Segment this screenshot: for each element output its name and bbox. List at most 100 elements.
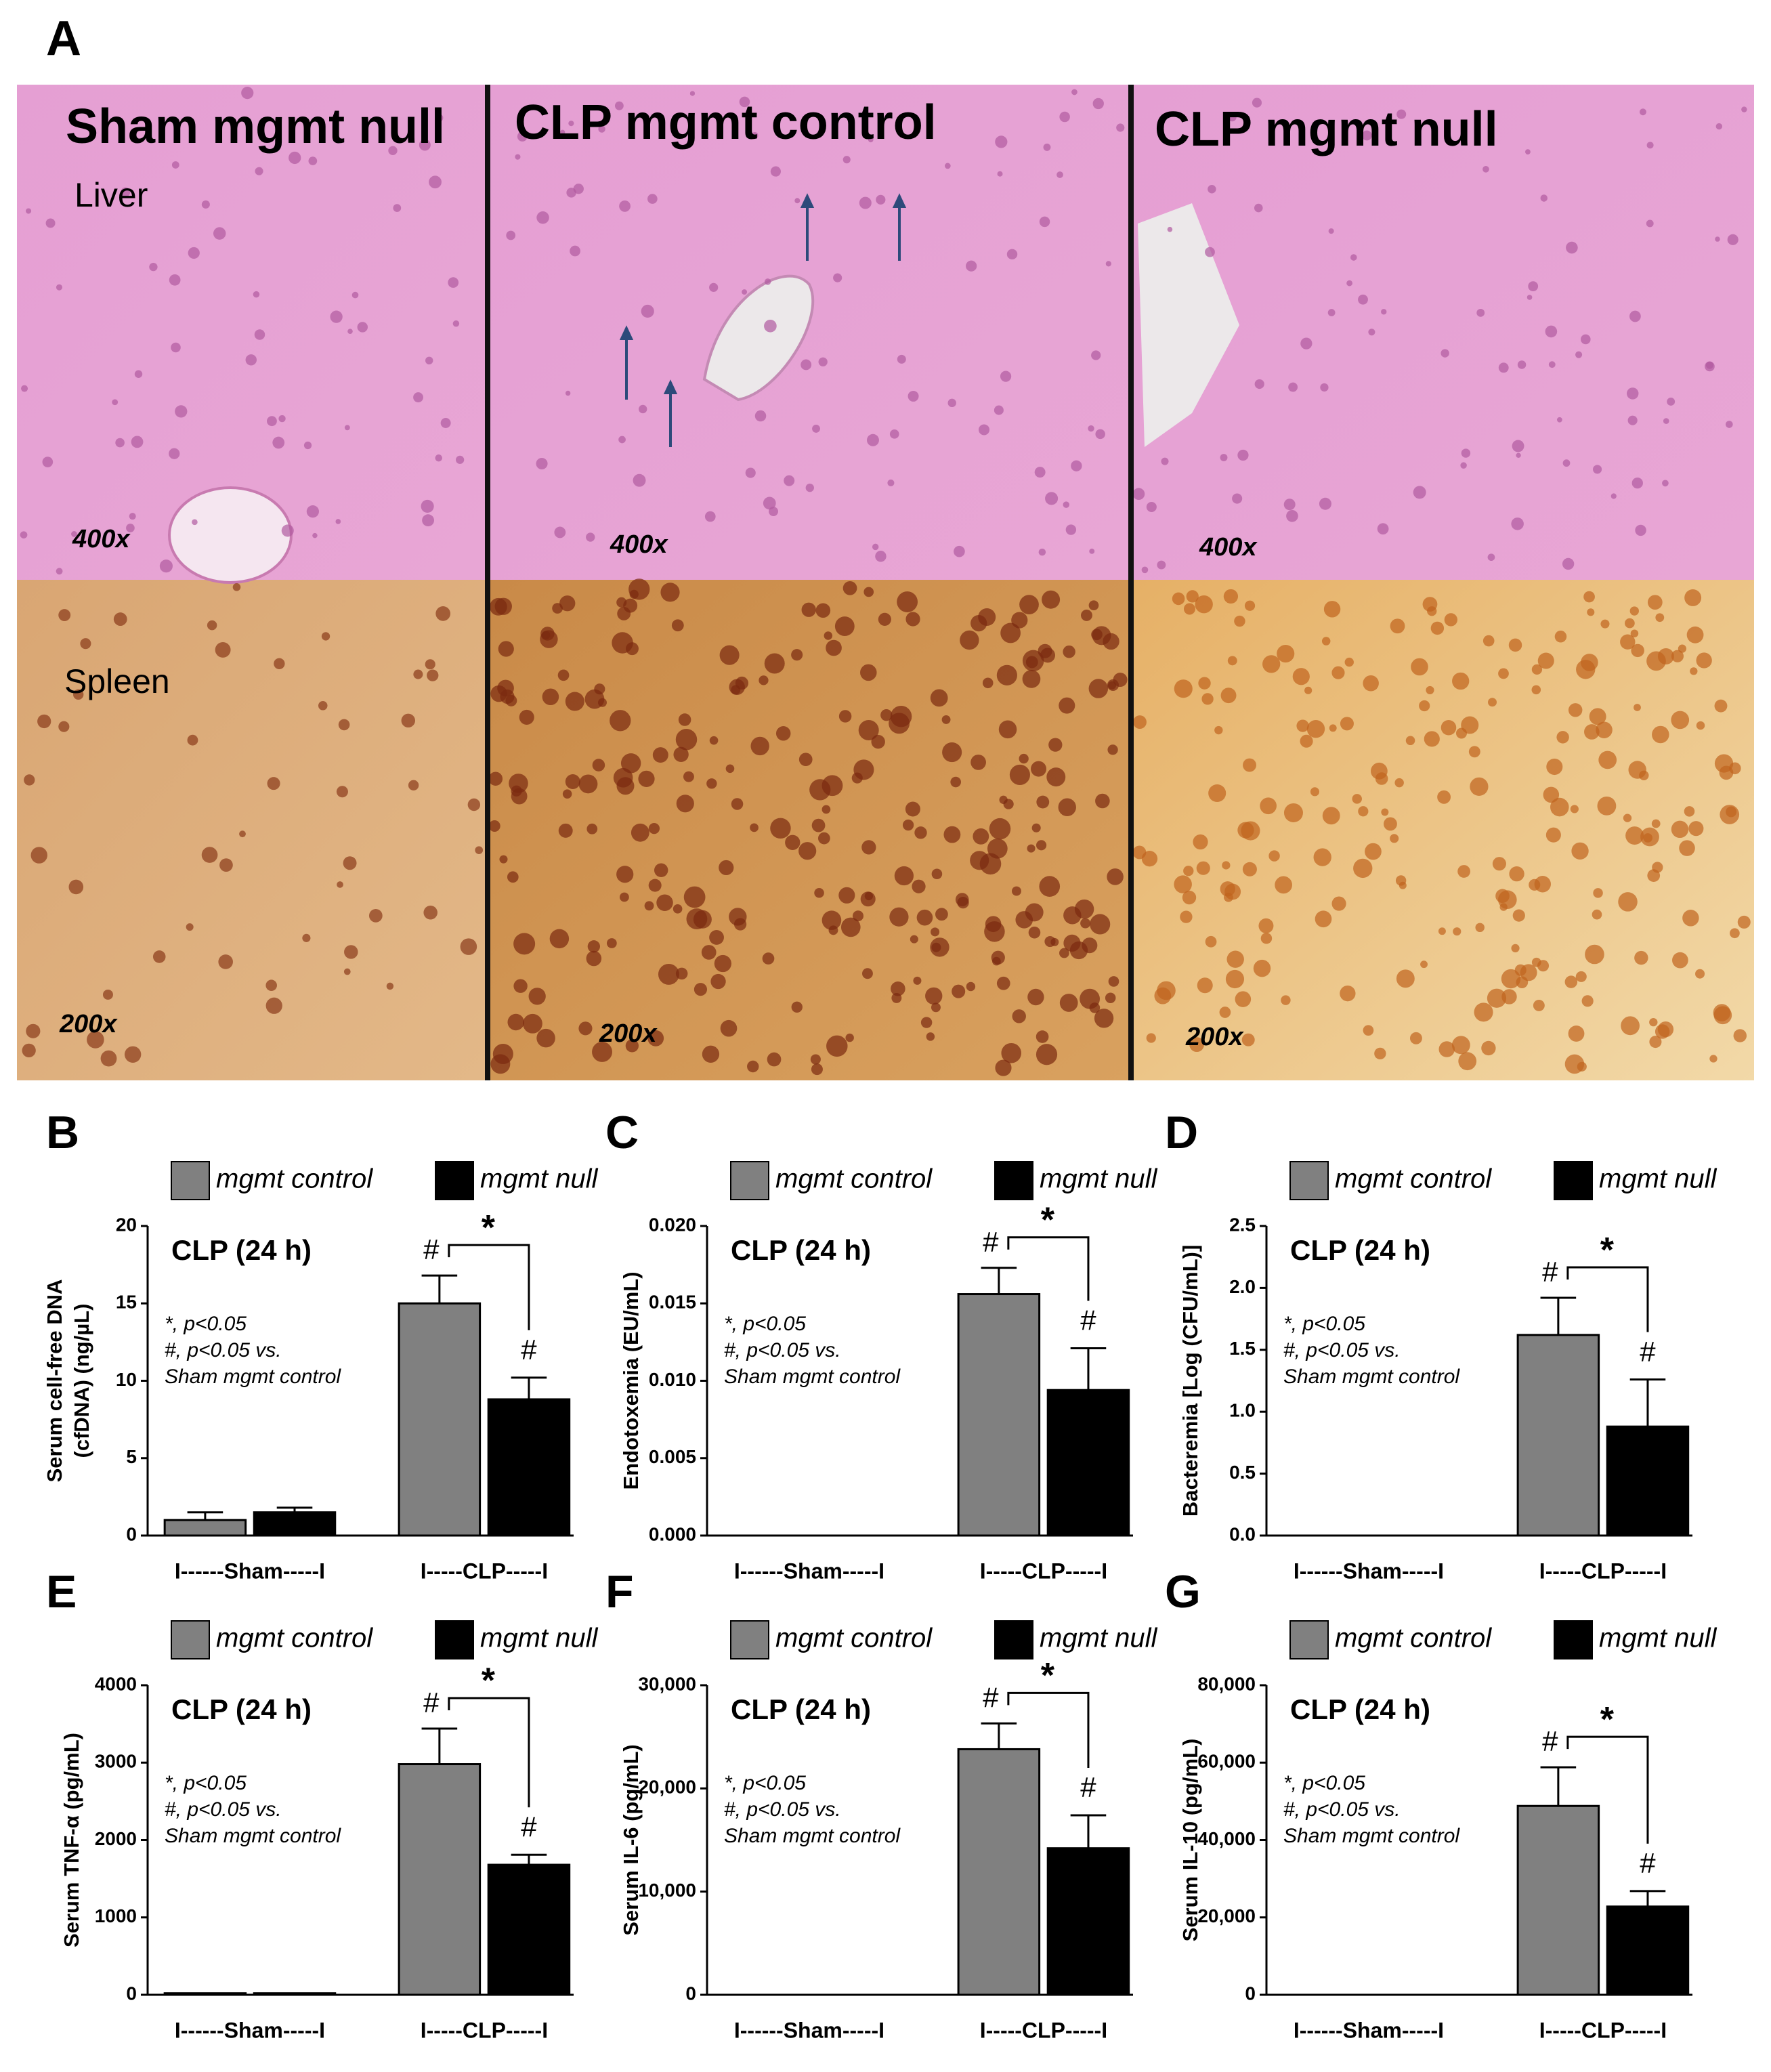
cell: [1358, 294, 1368, 305]
cell: [281, 524, 294, 537]
cell: [1537, 652, 1554, 669]
cell: [219, 858, 233, 872]
y-tick-label: 1000: [95, 1905, 137, 1926]
cell: [1243, 758, 1256, 772]
cell: [440, 418, 451, 428]
sig-star: *: [1041, 1200, 1055, 1240]
cell: [1300, 337, 1313, 350]
y-tick-label: 0: [126, 1983, 137, 2004]
cell: [245, 354, 257, 366]
cell: [1672, 952, 1688, 969]
cell: [720, 1019, 738, 1037]
cell: [1196, 861, 1210, 875]
legend-label: mgmt control: [775, 1164, 933, 1194]
cell: [889, 429, 899, 439]
cell: [1570, 805, 1579, 813]
cell: [201, 847, 218, 863]
cell: [654, 863, 668, 877]
cell: [1108, 976, 1119, 987]
cell: [131, 436, 144, 448]
cell: [868, 137, 874, 143]
cell: [1686, 626, 1704, 643]
cell: [68, 879, 84, 895]
cell: [891, 981, 905, 996]
sig-hash: #: [423, 1233, 440, 1265]
y-tick-label: 5: [126, 1446, 137, 1467]
cell: [1381, 309, 1387, 315]
cell: [930, 937, 949, 957]
cell: [1488, 698, 1497, 707]
cell: [393, 204, 402, 212]
annotation: #, p<0.05 vs.: [724, 1798, 841, 1821]
cell: [1040, 648, 1056, 663]
cell: [1714, 699, 1728, 713]
cell: [942, 742, 962, 763]
cell: [452, 320, 460, 327]
cell: [1059, 111, 1070, 123]
cell: [992, 956, 1001, 966]
cell: [1019, 753, 1029, 764]
cell: [1441, 719, 1457, 736]
cell: [838, 710, 852, 723]
cell: [1733, 1029, 1747, 1042]
cell: [1220, 688, 1237, 704]
cell: [950, 776, 962, 788]
cell: [1045, 492, 1059, 505]
cell: [312, 532, 318, 538]
cell: [1189, 1037, 1205, 1053]
cell: [1321, 637, 1331, 646]
cell: [1374, 1047, 1386, 1060]
cell: [318, 701, 328, 711]
sig-hash: #: [1640, 1336, 1656, 1368]
cell: [24, 774, 35, 786]
cell: [840, 917, 861, 937]
cell: [559, 595, 576, 612]
tissue-label: Spleen: [64, 662, 170, 700]
cell: [1556, 417, 1562, 423]
cell: [303, 441, 312, 450]
cell: [769, 507, 778, 517]
cell: [859, 196, 872, 209]
cell: [902, 819, 914, 831]
cell: [826, 1035, 848, 1057]
sig-bracket: [1007, 1236, 1090, 1301]
cell: [1458, 1052, 1477, 1071]
cell: [759, 675, 769, 685]
cell: [762, 952, 775, 965]
cell: [1000, 371, 1012, 382]
cell: [335, 519, 341, 524]
cell: [1548, 361, 1556, 368]
cell: [966, 981, 976, 992]
cell: [558, 823, 573, 838]
cell: [658, 963, 679, 985]
cell: [578, 1021, 593, 1036]
cell: [1649, 1017, 1658, 1027]
cell: [1696, 721, 1705, 730]
cell: [617, 607, 631, 620]
cell: [592, 759, 605, 771]
cell: [1384, 817, 1397, 831]
cell: [828, 925, 838, 935]
cell: [1323, 601, 1341, 618]
cell: [467, 798, 481, 811]
cell: [21, 385, 28, 392]
annotation: Sham mgmt control: [165, 1825, 341, 1847]
cell: [71, 531, 77, 537]
cell: [763, 496, 776, 510]
cell: [822, 910, 842, 930]
annotation: *, p<0.05: [165, 1313, 247, 1335]
sig-bracket: [1566, 1266, 1649, 1332]
cell: [1000, 622, 1021, 643]
cell: [995, 135, 1008, 148]
cell: [435, 114, 444, 122]
cell: [549, 929, 570, 949]
cell: [1132, 488, 1145, 501]
bar: [957, 1748, 1041, 1996]
cell: [1426, 685, 1434, 694]
cell: [1581, 334, 1591, 345]
cell: [344, 945, 358, 959]
cell: [913, 976, 922, 985]
cell: [388, 146, 398, 156]
